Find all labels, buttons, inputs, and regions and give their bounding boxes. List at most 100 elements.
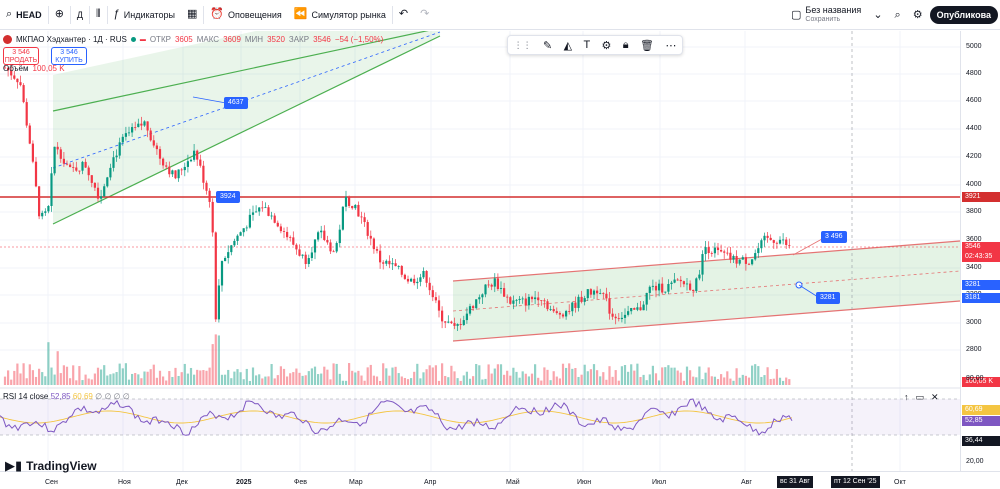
volume-bar [81,380,84,385]
volume-bar [459,380,462,385]
volume-bar [351,370,354,385]
pencil-icon[interactable]: ✎ [543,39,553,52]
volume-bar [233,371,236,385]
callout-right-top[interactable]: 3 496 [821,231,847,243]
volume-legend: Объём 100,05 K [3,63,383,74]
plus-circle-icon: ⊕ [54,8,64,20]
volume-bar [555,376,558,385]
candle-body [286,231,289,238]
close-icon[interactable]: ✕ [931,392,939,402]
replay-button[interactable]: ⏪ Симулятор рынка [288,0,392,30]
candle-body [698,274,701,279]
rsi-label[interactable]: RSI 14 close [3,392,49,401]
candle-body [664,291,667,293]
volume-bar [751,365,754,385]
arrow-up-icon[interactable]: ↑ [904,392,909,402]
settings-button[interactable]: ⚙ [907,0,929,30]
indicators-button[interactable]: ƒ Индикаторы [108,0,181,30]
legend-title[interactable]: МКПАО Хэдхантер · 1Д · RUS [16,35,127,44]
redo-button[interactable]: ↷ [414,0,435,30]
volume-bar [193,374,196,385]
volume-bar [134,373,137,385]
time-axis[interactable]: Сен Ноя Дек 2025 Фев Мар Апр Май Июн Июл Авг Окт вс … [0,471,1000,489]
volume-bar [168,371,171,385]
candle-body [403,274,406,279]
volume-bar [177,375,180,385]
candle-body [121,136,124,143]
maximize-icon[interactable]: ▭ [915,392,925,402]
candle-body [301,254,304,256]
rsi-value: 52,85 [50,392,71,401]
volume-bar [549,380,552,385]
volume-bar [335,363,338,385]
lock-icon[interactable]: 🔒︎ [622,38,629,51]
trash-icon[interactable]: 🗑︎ [639,39,654,52]
candle-body [47,205,50,212]
candles [3,63,791,331]
price-tag-close: 3546 [962,242,1000,252]
candle-body [34,161,38,187]
callout-right-mid[interactable]: 3281 [816,292,840,304]
price-chart[interactable] [0,31,960,471]
tradingview-logo[interactable]: ▶▮ TradingView [5,458,97,474]
flag-icon[interactable]: ▬ [139,36,146,43]
volume-bar [450,365,453,385]
callout-level[interactable]: 3924 [216,191,240,203]
chart-type-button[interactable]: ⫴ [90,0,107,30]
volume-bar [394,366,397,385]
templates-button[interactable]: ▦ [181,0,203,30]
candle-body [524,298,527,306]
alerts-button[interactable]: ⏰ Оповещения [204,0,287,30]
more-icon[interactable]: ⋯ [665,39,677,52]
volume-bar [623,364,627,385]
sell-button[interactable]: 3 546 ПРОДАТЬ [3,47,39,65]
fill-color-icon[interactable]: ◭ [563,39,573,52]
volume-bar [673,367,676,385]
volume-bar [778,377,782,385]
buy-button[interactable]: 3 546 КУПИТЬ [51,47,87,65]
candle-body [617,318,620,320]
volume-bar [592,364,596,385]
chart-legend: МКПАО Хэдхантер · 1Д · RUS ▬ ОТКР 3605 МА… [3,34,383,74]
volume-bar [165,380,168,385]
candle-body [90,175,93,183]
candle-body [729,252,732,260]
volume-bar [13,370,16,385]
candle-body [623,314,627,318]
candle-body [375,249,379,251]
candle-body [639,307,642,311]
volume-bar [654,373,658,385]
volume-bar [568,363,571,385]
compare-button[interactable]: ⊕ [49,0,70,30]
candle-body [785,239,788,245]
layout-button[interactable]: ▢ Без названия Сохранить [785,0,867,30]
callout-upper-channel[interactable]: 4637 [224,97,248,109]
volume-bar [282,368,286,385]
volume-bar [720,374,723,385]
text-icon[interactable]: T [583,39,591,51]
symbol-search[interactable]: ⌕ HEAD [0,0,48,30]
candle-body [506,296,509,298]
settings-icon[interactable]: ⚙ [601,39,612,52]
layout-menu-button[interactable]: ⌄ [867,0,888,30]
quick-search-button[interactable]: ⌕ [889,0,907,30]
candle-body [751,259,754,265]
publish-button[interactable]: Опубликова [929,6,998,24]
candle-body [410,278,413,282]
candle-body [165,165,168,167]
volume-bar [698,366,701,385]
candle-body [515,299,518,301]
interval-button[interactable]: Д [71,0,89,30]
green-channel-lower [52,35,441,225]
candle-body [695,278,698,291]
volume-bar [121,368,124,385]
drag-handle-icon[interactable]: ⋮⋮ [513,39,532,50]
price-axis[interactable]: 5000480046004400420040003800360034003200… [960,31,1000,471]
divider [391,5,393,24]
candle-body [16,78,19,83]
volume-bar [25,378,28,385]
undo-button[interactable]: ↶ [393,0,414,30]
close-label: ЗАКР [288,35,310,44]
volume-bar [375,376,379,385]
volume-bar [645,380,648,385]
